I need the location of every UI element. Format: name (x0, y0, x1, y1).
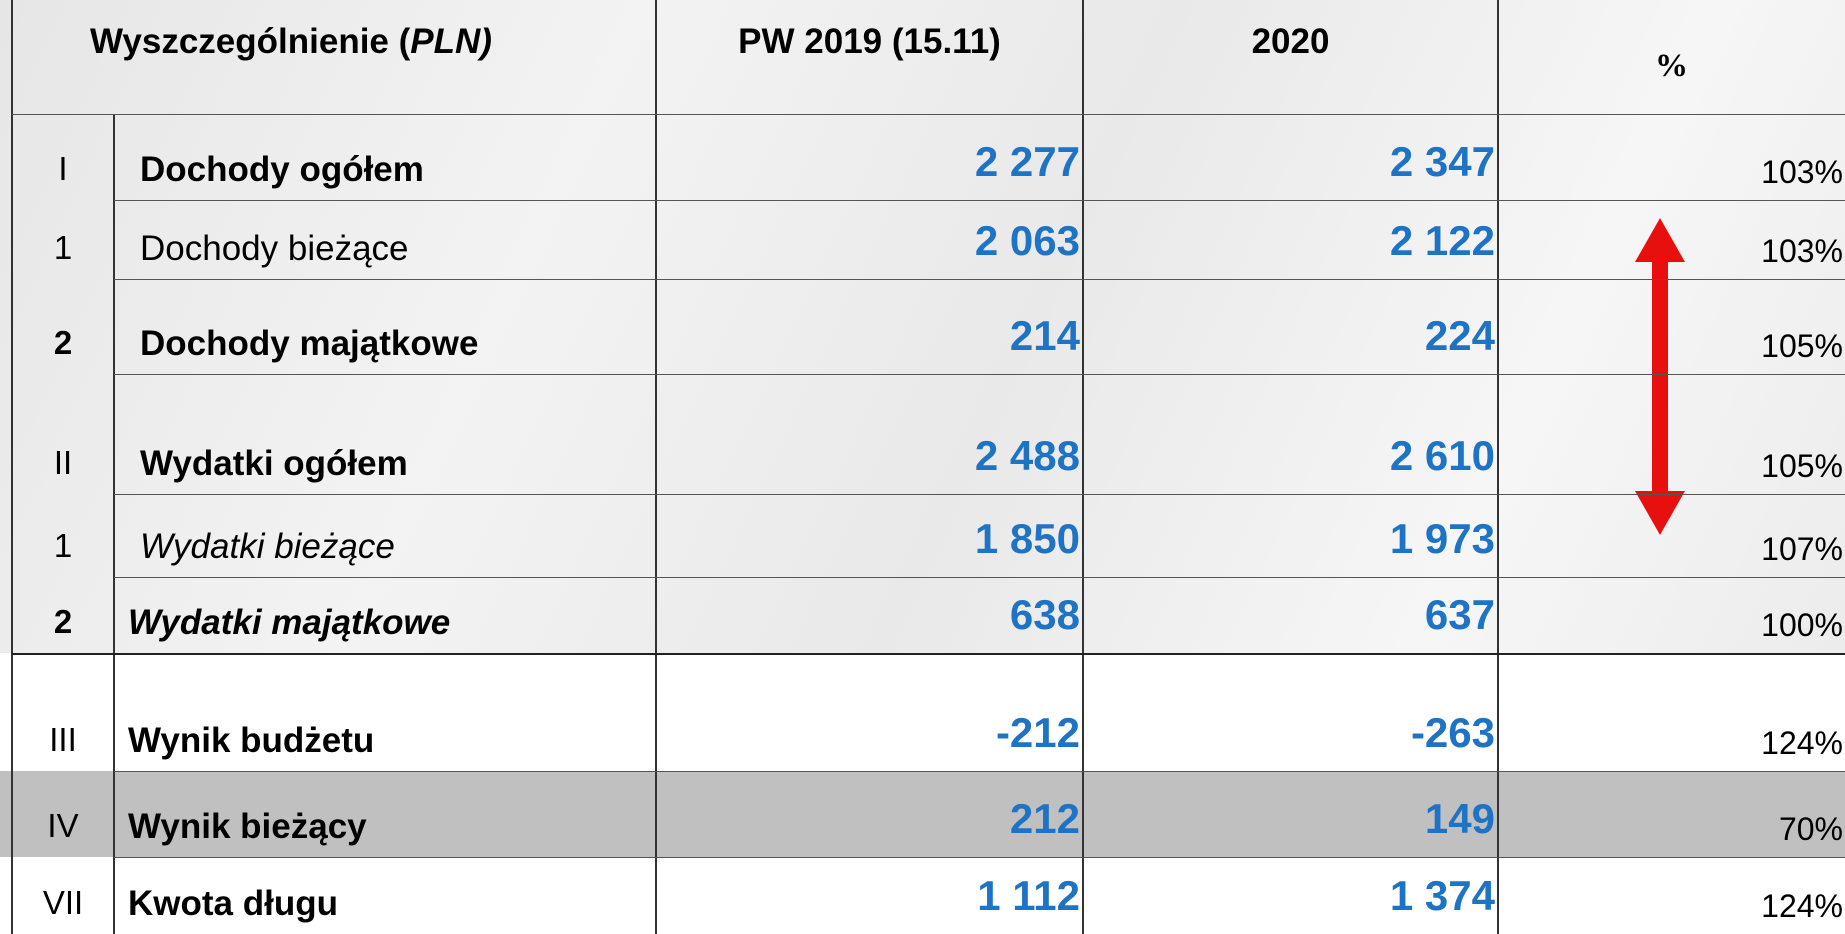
border (114, 771, 1845, 772)
row-index: III (49, 721, 77, 758)
row-label: Dochody majątkowe (140, 324, 479, 363)
row-label: Dochody ogółem (140, 150, 424, 189)
percent: 124% (1761, 725, 1843, 761)
row-index: IV (47, 807, 79, 844)
header-text: Wyszczególnienie ( (90, 22, 411, 61)
row-label: Wydatki majątkowe (128, 603, 451, 642)
percent: 105% (1761, 448, 1843, 484)
value-2019: 2 063 (974, 217, 1080, 264)
header-label: Wyszczególnienie (PLN) (90, 22, 492, 62)
row-index: II (53, 444, 73, 481)
value-2020: 224 (1424, 312, 1495, 359)
row-index: I (58, 150, 68, 187)
value-2020: 2 347 (1389, 138, 1495, 185)
header-col-a: PW 2019 (15.11) (738, 22, 1001, 61)
row-label: Wydatki bieżące (140, 527, 395, 566)
value-2019: 1 112 (977, 872, 1080, 919)
border (1497, 0, 1499, 934)
border (12, 653, 1845, 655)
border (113, 114, 115, 934)
value-2020: 1 374 (1389, 872, 1495, 919)
header-unit: PLN) (410, 22, 492, 61)
border (1082, 0, 1084, 934)
percent: 107% (1761, 531, 1843, 567)
row-label: Wynik bieżący (128, 807, 367, 846)
value-2020: -263 (1410, 709, 1495, 756)
row-label: Wynik budżetu (128, 721, 375, 760)
row-index: VII (42, 884, 84, 921)
value-2020: 2 122 (1389, 217, 1495, 264)
row-label: Kwota długu (128, 884, 338, 923)
percent: 103% (1761, 233, 1843, 269)
row-label: Dochody bieżące (140, 229, 409, 268)
value-2020: 1 973 (1389, 515, 1495, 562)
border (114, 374, 1845, 375)
value-2019: 212 (1009, 795, 1080, 842)
percent: 100% (1761, 607, 1843, 643)
value-2020: 149 (1424, 795, 1495, 842)
border (114, 494, 1845, 495)
percent: 124% (1761, 888, 1843, 924)
value-2020: 2 610 (1389, 432, 1495, 479)
value-2019: 638 (1009, 591, 1080, 638)
value-2019: 214 (1009, 312, 1080, 359)
row-index: 1 (53, 527, 73, 564)
border (11, 0, 13, 934)
value-2019: -212 (995, 709, 1080, 756)
row-index: 2 (53, 324, 73, 361)
header-col-pct: % (1655, 48, 1688, 84)
value-2019: 2 277 (974, 138, 1080, 185)
value-2020: 637 (1424, 591, 1495, 638)
border (114, 577, 1845, 578)
percent: 103% (1761, 154, 1843, 190)
background (0, 0, 1845, 653)
border (12, 114, 1845, 115)
row-index: 1 (53, 229, 73, 266)
value-2019: 1 850 (974, 515, 1080, 562)
percent: 105% (1761, 328, 1843, 364)
header-col-b: 2020 (1251, 22, 1330, 61)
double-arrow (1635, 218, 1685, 535)
border (655, 0, 657, 934)
highlight-row (0, 771, 1845, 857)
border (114, 200, 1845, 201)
border (114, 857, 1845, 858)
value-2019: 2 488 (974, 432, 1080, 479)
row-label: Wydatki ogółem (140, 444, 408, 483)
row-index: 2 (53, 603, 73, 640)
percent: 70% (1778, 811, 1843, 847)
border (114, 279, 1845, 280)
